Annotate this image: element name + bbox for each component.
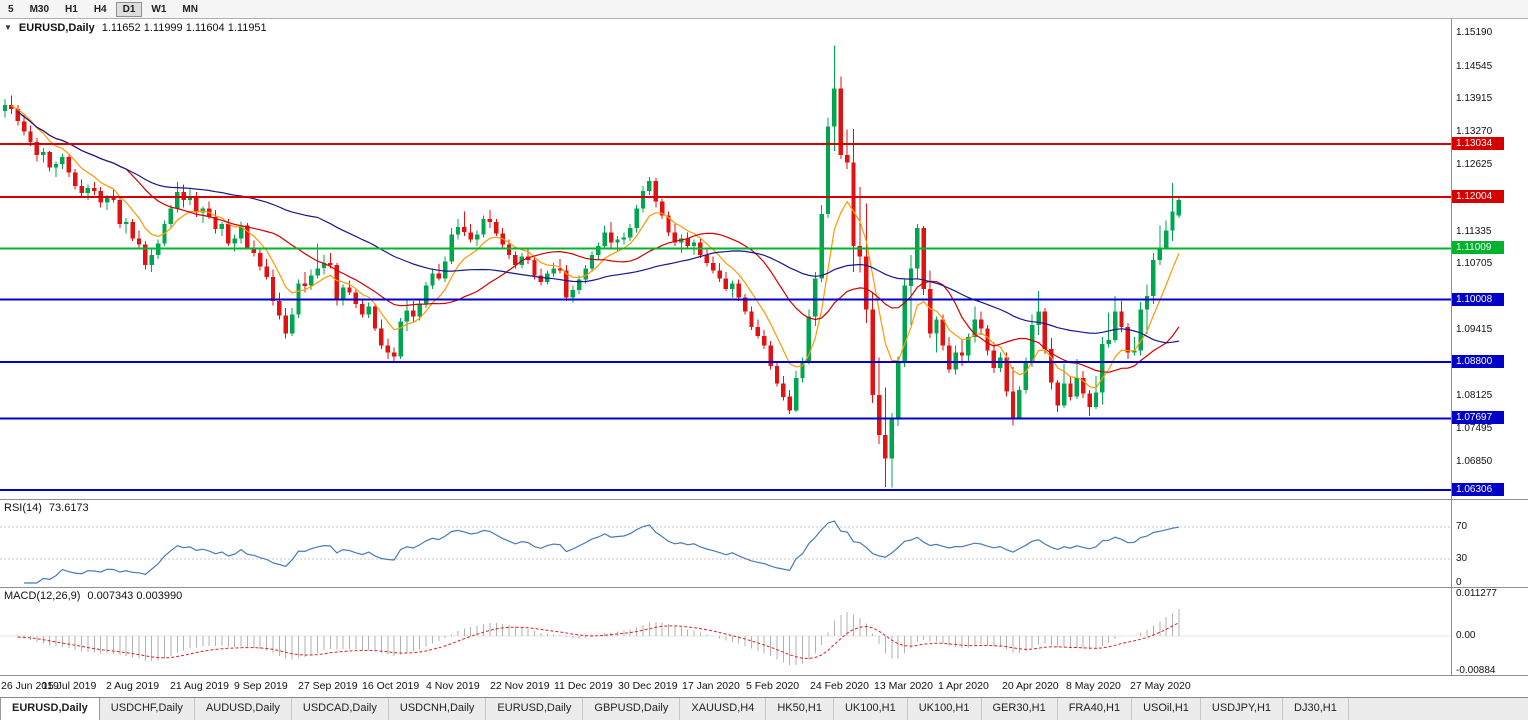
macd-scale-label: 0.00 [1456,630,1476,641]
chart-tab-11[interactable]: GER30,H1 [982,698,1058,720]
macd-panel[interactable]: 0.011277 0.00 -0.00884 MACD(12,26,9) 0.007… [0,587,1528,675]
price-tick-label: 1.14545 [1456,61,1493,72]
timeframe-button-m30[interactable]: M30 [23,2,56,17]
date-label: 20 Apr 2020 [1002,680,1059,692]
chart-tab-5[interactable]: EURUSD,Daily [486,698,584,720]
price-level-badge: 1.10008 [1452,293,1504,306]
rsi-level-lines [0,526,1451,560]
date-label: 4 Nov 2019 [426,680,480,692]
timeframe-button-h4[interactable]: H4 [87,2,114,17]
chart-tab-0[interactable]: EURUSD,Daily [0,698,100,720]
timeframe-button-h1[interactable]: H1 [58,2,85,17]
price-chart-panel[interactable]: 1.15190 1.14545 1.13915 1.13270 1.12625 1.113… [0,19,1528,499]
macd-scale-label: 0.011277 [1456,588,1497,599]
price-level-badge: 1.08800 [1452,355,1504,368]
rsi-scale-label: 70 [1456,521,1468,532]
timeframe-button-mn[interactable]: MN [175,2,205,17]
chart-tab-2[interactable]: AUDUSD,Daily [195,698,292,720]
price-tick-label: 1.08125 [1456,390,1493,401]
rsi-value: 73.6173 [48,502,89,514]
chart-tab-12[interactable]: FRA40,H1 [1058,698,1133,720]
chart-tab-1[interactable]: USDCHF,Daily [100,698,195,720]
macd-header: MACD(12,26,9) 0.007343 0.003990 [4,590,182,602]
chart-tab-13[interactable]: USOil,H1 [1132,698,1201,720]
date-label: 15 Jul 2019 [42,680,97,692]
horizontal-level-lines [0,143,1451,491]
timeframe-button-w1[interactable]: W1 [144,2,173,17]
date-label: 22 Nov 2019 [490,680,550,692]
date-label: 27 May 2020 [1130,680,1191,692]
date-label: 21 Aug 2019 [170,680,229,692]
chart-tab-4[interactable]: USDCNH,Daily [389,698,487,720]
price-tick-label: 1.09415 [1456,324,1493,335]
macd-signal-line [17,622,1180,660]
candlestick-plot[interactable] [0,19,1451,499]
price-level-badge: 1.13034 [1452,137,1504,150]
chart-tab-15[interactable]: DJ30,H1 [1283,698,1349,720]
date-label: 8 May 2020 [1066,680,1121,692]
chart-tab-7[interactable]: XAUUSD,H4 [680,698,767,720]
rsi-plot [0,500,1451,587]
macd-histogram [0,609,1451,666]
date-label: 11 Dec 2019 [554,680,613,692]
chart-tab-14[interactable]: USDJPY,H1 [1201,698,1284,720]
price-level-badge: 1.12004 [1452,190,1504,203]
timeframe-button-d1[interactable]: D1 [115,1,143,17]
price-tick-label: 1.10705 [1456,258,1493,269]
macd-plot [0,588,1451,675]
date-label: 16 Oct 2019 [362,680,420,692]
time-axis[interactable]: 26 Jun 2019 15 Jul 2019 2 Aug 2019 21 Aug 2… [0,675,1528,697]
chart-tab-3[interactable]: USDCAD,Daily [292,698,389,720]
date-label: 5 Feb 2020 [746,680,800,692]
chart-header: ▼ EURUSD,Daily 1.11652 1.11999 1.11604 1… [4,22,267,34]
rsi-label: RSI(14) [4,502,42,514]
candles [2,45,1182,488]
date-label: 1 Apr 2020 [938,680,989,692]
date-label: 26 Jun 2019 [1,680,59,692]
chart-tab-bar: EURUSD,Daily USDCHF,Daily AUDUSD,Daily USDC… [0,697,1528,720]
price-level-badge: 1.11009 [1452,241,1504,254]
price-tick-label: 1.15190 [1456,27,1493,38]
date-label: 17 Jan 2020 [682,680,740,692]
rsi-scale-label: 30 [1456,553,1468,564]
macd-axis: 0.011277 0.00 -0.00884 [1451,588,1528,675]
price-axis[interactable]: 1.15190 1.14545 1.13915 1.13270 1.12625 1.113… [1451,19,1528,499]
ohlc-values: 1.11652 1.11999 1.11604 1.11951 [101,22,267,34]
collapse-chart-icon[interactable]: ▼ [4,23,12,32]
macd-label: MACD(12,26,9) [4,590,81,602]
rsi-axis: 70 30 0 [1451,500,1528,587]
price-level-badge: 1.06306 [1452,483,1504,496]
rsi-header: RSI(14) 73.6173 [4,502,89,514]
timeframe-toolbar: 5 M30 H1 H4 D1 W1 MN [0,0,1528,19]
chart-tab-10[interactable]: UK100,H1 [908,698,982,720]
date-label: 9 Sep 2019 [234,680,288,692]
date-label: 2 Aug 2019 [106,680,160,692]
moving-average-lines [11,105,1180,389]
price-tick-label: 1.12625 [1456,159,1493,170]
macd-scale-label: -0.00884 [1456,665,1496,675]
date-label: 27 Sep 2019 [298,680,358,692]
price-tick-label: 1.13270 [1456,126,1493,137]
rsi-panel[interactable]: 70 30 0 RSI(14) 73.6173 [0,499,1528,587]
chart-tab-9[interactable]: UK100,H1 [834,698,908,720]
timeframe-button-5[interactable]: 5 [1,2,21,17]
rsi-line [24,520,1179,584]
price-tick-label: 1.07495 [1456,423,1493,434]
rsi-scale-label: 0 [1456,577,1462,587]
chart-tab-8[interactable]: HK50,H1 [766,698,834,720]
date-label: 24 Feb 2020 [810,680,869,692]
macd-values: 0.007343 0.003990 [87,590,183,602]
price-tick-label: 1.13915 [1456,93,1493,104]
date-label: 30 Dec 2019 [618,680,678,692]
chart-tab-6[interactable]: GBPUSD,Daily [583,698,681,720]
symbol-period-label: EURUSD,Daily [18,22,95,34]
price-tick-label: 1.11335 [1456,226,1492,237]
date-label: 13 Mar 2020 [874,680,933,692]
price-tick-label: 1.06850 [1456,456,1493,467]
price-level-badge: 1.07697 [1452,411,1504,424]
